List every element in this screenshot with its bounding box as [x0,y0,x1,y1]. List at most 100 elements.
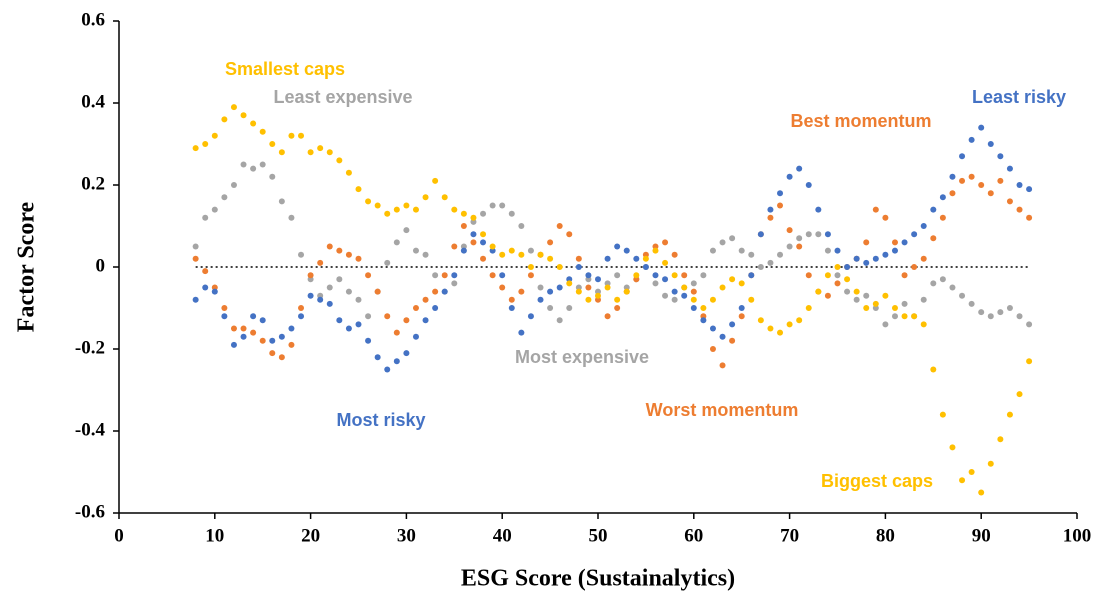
data-point [317,296,324,303]
data-point [652,243,659,250]
data-point [729,337,736,344]
x-axis-title: ESG Score (Sustainalytics) [461,566,735,592]
data-point [681,292,688,299]
data-point [709,325,716,332]
data-point [978,309,985,316]
data-point [250,329,257,336]
x-tick-label: 0 [114,525,124,546]
data-point [221,313,228,320]
data-point [690,296,697,303]
data-point [997,309,1004,316]
data-point [777,251,784,258]
data-point [1006,305,1013,311]
data-point [422,317,429,324]
data-point [997,153,1004,160]
data-point [508,305,515,311]
data-point [652,247,659,254]
data-point [891,247,898,254]
data-point [805,272,812,279]
data-point [681,272,688,279]
data-point [192,255,199,262]
data-point [633,255,640,262]
annotation: Biggest caps [821,471,933,491]
data-point [451,206,458,213]
data-point [365,337,372,344]
data-point [470,218,477,225]
data-point [575,264,582,270]
data-point [930,366,937,373]
data-point [317,259,324,266]
data-point [422,251,429,258]
x-tick-label: 60 [684,525,703,546]
data-point [844,264,851,270]
x-tick-label: 90 [972,525,991,546]
data-point [499,251,506,258]
data-point [230,182,237,188]
data-point [700,305,707,311]
data-point [671,251,678,258]
data-point [671,296,678,303]
data-point [997,177,1004,184]
data-point [930,235,937,242]
data-point [882,292,889,299]
x-tick-label: 10 [205,525,224,546]
data-point [633,276,640,283]
data-point [920,321,927,328]
data-point [671,288,678,295]
data-point [834,264,841,270]
data-point [259,161,266,168]
data-point [930,206,937,213]
data-point [432,272,439,279]
data-point [681,284,688,291]
data-point [460,247,467,254]
annotation: Best momentum [790,111,931,131]
data-point [307,149,314,156]
data-point [1026,358,1033,365]
data-point [460,210,467,217]
data-point [623,247,630,254]
data-point [834,247,841,254]
data-point [259,337,266,344]
data-point [336,157,343,164]
data-point [365,198,372,205]
data-point [326,149,333,156]
data-point [585,276,592,283]
data-point [824,231,831,238]
data-point [748,296,755,303]
data-point [815,206,822,213]
data-point [566,280,573,287]
data-point [959,292,966,299]
data-point [939,276,946,283]
data-point [365,272,372,279]
data-point [604,284,611,291]
annotation: Least expensive [273,87,412,107]
data-point [393,358,400,365]
data-point [326,284,333,291]
data-point [412,333,419,340]
x-tick-label: 40 [493,525,512,546]
data-point [202,141,209,147]
data-point [633,272,640,279]
data-point [796,317,803,324]
data-point [604,280,611,287]
data-point [508,247,515,254]
data-point [595,288,601,295]
data-point [662,239,669,246]
data-point [920,296,927,303]
data-point [1016,182,1023,188]
data-point [518,251,525,258]
data-point [202,214,209,221]
data-point [499,272,506,279]
data-point [432,305,439,311]
data-point [968,173,975,180]
data-point [288,341,295,348]
data-point [307,292,314,299]
data-point [403,350,410,357]
data-point [566,231,573,238]
data-point [805,182,812,188]
data-point [595,276,601,283]
data-point [623,288,630,295]
data-point [872,206,879,213]
data-point [480,231,487,238]
data-point [891,305,898,311]
